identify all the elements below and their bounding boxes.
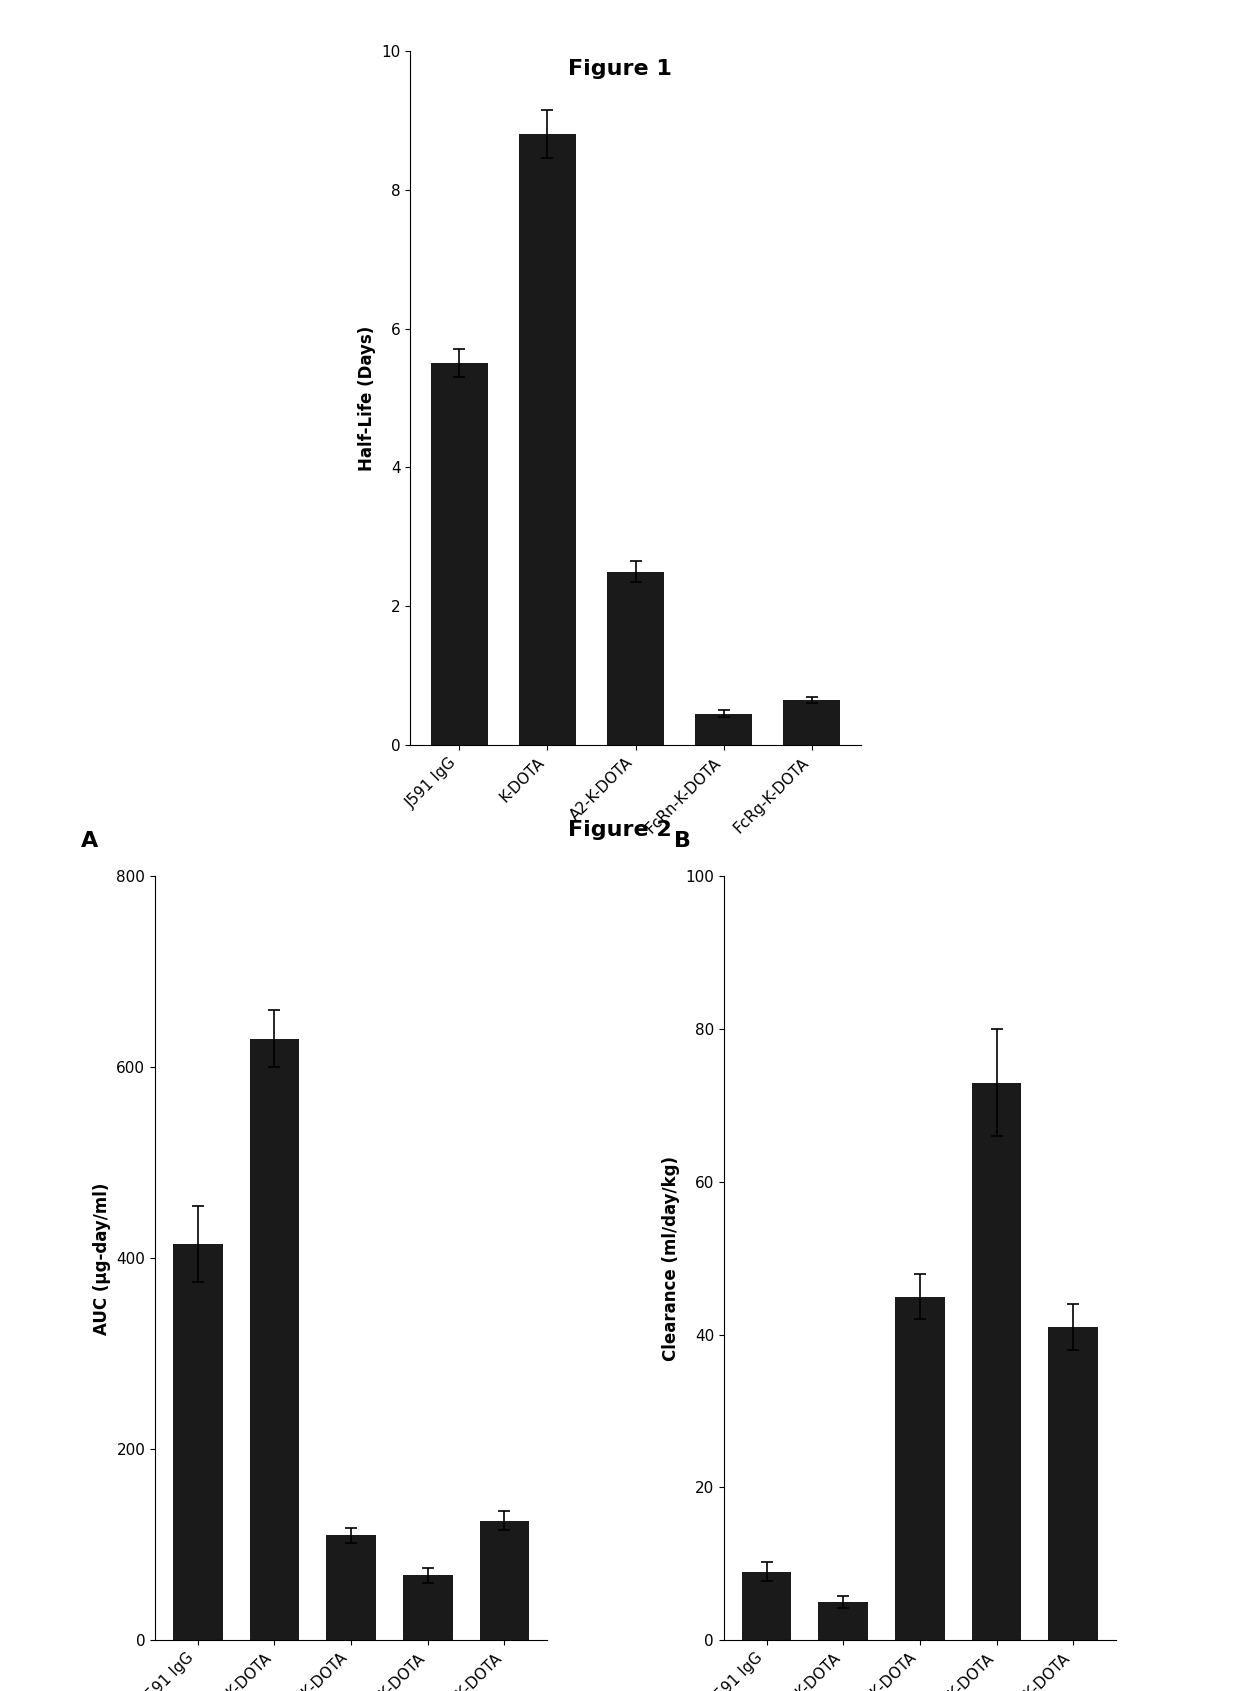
Y-axis label: Clearance (ml/day/kg): Clearance (ml/day/kg) — [662, 1157, 680, 1361]
Y-axis label: AUC (µg-day/ml): AUC (µg-day/ml) — [93, 1182, 110, 1334]
Bar — [818, 1601, 868, 1640]
Text: B: B — [675, 830, 691, 851]
Bar — [782, 700, 841, 746]
Bar — [403, 1576, 453, 1640]
Text: A: A — [81, 830, 98, 851]
Y-axis label: Half-Life (Days): Half-Life (Days) — [357, 325, 376, 470]
Bar — [1048, 1327, 1099, 1640]
Bar — [326, 1535, 376, 1640]
Bar — [972, 1082, 1022, 1640]
Bar — [172, 1245, 223, 1640]
Text: Figure 2: Figure 2 — [568, 820, 672, 840]
Bar — [895, 1297, 945, 1640]
Bar — [606, 572, 665, 746]
Bar — [480, 1520, 529, 1640]
Bar — [694, 714, 753, 746]
Text: Figure 1: Figure 1 — [568, 59, 672, 79]
Bar — [430, 364, 489, 746]
Bar — [742, 1571, 791, 1640]
Bar — [518, 134, 577, 746]
Bar — [249, 1038, 299, 1640]
